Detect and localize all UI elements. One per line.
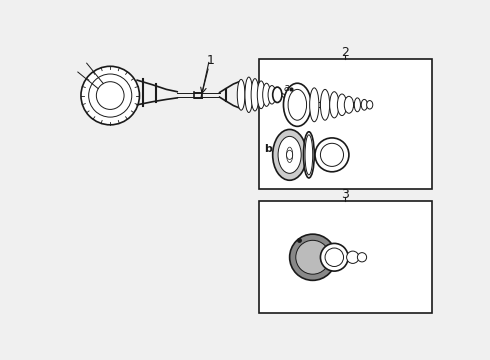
- Circle shape: [97, 82, 124, 109]
- Text: b: b: [264, 144, 272, 154]
- Circle shape: [81, 66, 140, 125]
- Ellipse shape: [278, 136, 301, 173]
- Circle shape: [296, 240, 330, 274]
- Ellipse shape: [330, 92, 339, 118]
- Ellipse shape: [354, 98, 361, 112]
- Circle shape: [89, 74, 132, 117]
- Circle shape: [357, 253, 367, 262]
- Text: 1: 1: [206, 54, 214, 67]
- Ellipse shape: [337, 94, 346, 116]
- Ellipse shape: [344, 96, 354, 113]
- Bar: [259, 201, 432, 313]
- Ellipse shape: [251, 78, 259, 111]
- Ellipse shape: [305, 135, 313, 175]
- Circle shape: [290, 234, 336, 280]
- Circle shape: [325, 248, 343, 266]
- Ellipse shape: [310, 88, 319, 122]
- Ellipse shape: [237, 80, 245, 110]
- Ellipse shape: [303, 132, 314, 178]
- Ellipse shape: [263, 83, 270, 106]
- Circle shape: [320, 243, 348, 271]
- Bar: [259, 59, 432, 189]
- Circle shape: [315, 138, 349, 172]
- Ellipse shape: [320, 89, 330, 120]
- Text: 2: 2: [342, 46, 349, 59]
- Ellipse shape: [245, 77, 253, 112]
- Ellipse shape: [361, 99, 368, 110]
- Ellipse shape: [273, 130, 307, 180]
- Ellipse shape: [257, 81, 265, 109]
- Circle shape: [346, 251, 359, 264]
- Ellipse shape: [273, 87, 282, 103]
- Ellipse shape: [288, 89, 307, 120]
- Ellipse shape: [268, 86, 276, 104]
- Circle shape: [320, 143, 343, 166]
- Text: a: a: [284, 83, 290, 93]
- Ellipse shape: [367, 100, 373, 109]
- Text: 3: 3: [342, 188, 349, 201]
- Ellipse shape: [283, 83, 311, 126]
